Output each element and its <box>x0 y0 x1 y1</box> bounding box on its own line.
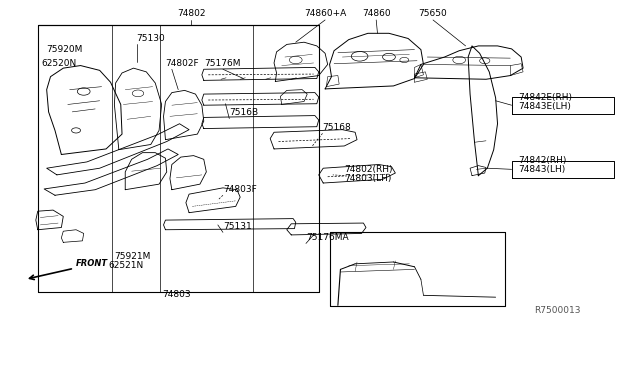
Text: 74842E(RH): 74842E(RH) <box>518 93 572 102</box>
Text: 7516B: 7516B <box>229 108 259 118</box>
Text: 75650: 75650 <box>419 9 447 19</box>
Text: 75176MA: 75176MA <box>306 233 349 242</box>
Text: 74803(LH): 74803(LH) <box>344 174 392 183</box>
Text: 74843E(LH): 74843E(LH) <box>518 102 571 111</box>
Text: 75131: 75131 <box>223 222 252 231</box>
Text: 75921M: 75921M <box>115 252 151 261</box>
Text: 74802F: 74802F <box>166 59 199 68</box>
Text: 74803F: 74803F <box>223 185 257 194</box>
Text: 62520N: 62520N <box>41 59 76 68</box>
Text: FRONT: FRONT <box>76 259 108 267</box>
Text: 74860+A: 74860+A <box>304 9 346 19</box>
Text: 74843(LH): 74843(LH) <box>518 165 565 174</box>
Text: 74842(RH): 74842(RH) <box>518 155 566 164</box>
Text: 74802(RH): 74802(RH) <box>344 165 393 174</box>
Text: 75168: 75168 <box>323 123 351 132</box>
Text: 75920M: 75920M <box>47 45 83 54</box>
Text: 62521N: 62521N <box>108 262 143 270</box>
Text: 75176M: 75176M <box>204 59 240 68</box>
Text: 74803: 74803 <box>162 290 191 299</box>
Text: 75130: 75130 <box>137 34 166 43</box>
Text: 74860: 74860 <box>362 9 390 19</box>
Text: 74802: 74802 <box>177 9 205 19</box>
Text: R7500013: R7500013 <box>534 306 580 315</box>
